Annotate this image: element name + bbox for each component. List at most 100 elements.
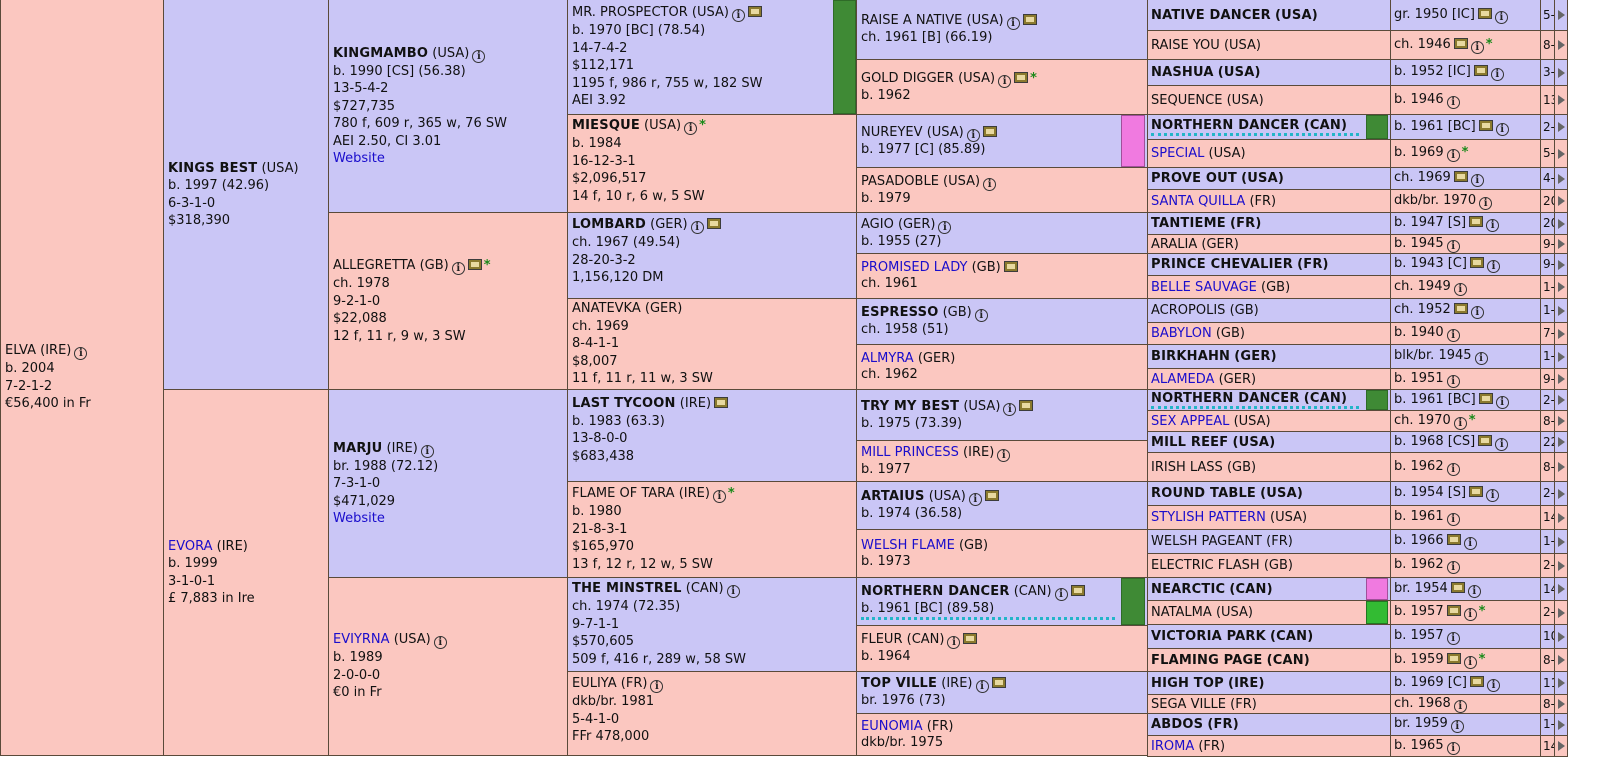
expand-arrow-icon[interactable]	[1554, 167, 1568, 190]
horse-name[interactable]: ARALIA	[1151, 236, 1198, 252]
info-icon[interactable]	[1453, 416, 1467, 430]
info-icon[interactable]	[1486, 260, 1500, 273]
dam-name[interactable]: EVORA	[168, 538, 213, 554]
expand-arrow-icon[interactable]	[1554, 298, 1568, 323]
info-icon[interactable]	[1470, 174, 1484, 187]
info-icon[interactable]	[975, 680, 989, 693]
photo-icon[interactable]	[1446, 534, 1461, 545]
info-icon[interactable]	[1495, 395, 1509, 409]
expand-arrow-icon[interactable]	[1554, 577, 1568, 601]
expand-arrow-icon[interactable]	[1554, 368, 1568, 390]
photo-icon[interactable]	[1453, 303, 1468, 314]
horse-name[interactable]: PROMISED LADY	[861, 260, 968, 275]
horse-name[interactable]: EVIYRNA	[333, 632, 390, 648]
horse-name[interactable]: TRY MY BEST	[861, 398, 960, 414]
info-icon[interactable]	[731, 9, 745, 22]
info-icon[interactable]	[1446, 741, 1460, 755]
info-icon[interactable]	[1486, 489, 1500, 502]
info-icon[interactable]	[1446, 149, 1460, 162]
photo-icon[interactable]	[1014, 71, 1029, 83]
expand-arrow-icon[interactable]	[1554, 59, 1568, 86]
horse-name[interactable]: ACROPOLIS	[1151, 303, 1226, 318]
info-icon[interactable]	[1054, 587, 1068, 601]
info-icon[interactable]	[650, 680, 664, 693]
horse-name[interactable]: WELSH FLAME	[861, 537, 955, 553]
horse-name[interactable]: ALLEGRETTA	[333, 258, 416, 273]
expand-arrow-icon[interactable]	[1554, 713, 1568, 736]
horse-name[interactable]: TOP VILLE	[861, 676, 938, 691]
photo-icon[interactable]	[706, 218, 721, 229]
info-icon[interactable]	[712, 490, 726, 503]
info-icon[interactable]	[1446, 239, 1460, 253]
horse-name[interactable]: FLEUR	[861, 632, 903, 647]
photo-icon[interactable]	[1003, 261, 1018, 272]
horse-name[interactable]: FLAME OF TARA	[572, 486, 675, 501]
horse-name[interactable]: NORTHERN DANCER	[1151, 118, 1300, 133]
horse-name[interactable]: ESPRESSO	[861, 305, 939, 320]
expand-arrow-icon[interactable]	[1554, 505, 1568, 530]
info-icon[interactable]	[1495, 122, 1509, 136]
expand-arrow-icon[interactable]	[1554, 30, 1568, 60]
horse-name[interactable]: SANTA QUILLA	[1151, 193, 1246, 209]
photo-icon[interactable]	[1070, 584, 1085, 596]
info-icon[interactable]	[1479, 196, 1493, 210]
photo-icon[interactable]	[963, 633, 978, 644]
photo-icon[interactable]	[1446, 652, 1461, 664]
info-icon[interactable]	[1494, 10, 1508, 24]
expand-arrow-icon[interactable]	[1554, 648, 1568, 672]
expand-arrow-icon[interactable]	[1554, 85, 1568, 115]
expand-arrow-icon[interactable]	[1554, 344, 1568, 369]
info-icon[interactable]	[1495, 437, 1509, 451]
info-icon[interactable]	[1446, 329, 1460, 342]
horse-name[interactable]: ANATEVKA	[572, 301, 641, 316]
info-icon[interactable]	[1446, 561, 1460, 574]
horse-name[interactable]: NEARCTIC	[1151, 581, 1226, 597]
photo-icon[interactable]	[467, 259, 482, 270]
horse-name[interactable]: NORTHERN DANCER	[861, 583, 1010, 599]
expand-arrow-icon[interactable]	[1554, 189, 1568, 213]
photo-icon[interactable]	[991, 677, 1006, 688]
horse-name[interactable]: TANTIEME	[1151, 216, 1226, 231]
expand-arrow-icon[interactable]	[1554, 624, 1568, 649]
horse-name[interactable]: BIRKHAHN	[1151, 349, 1231, 364]
expand-arrow-icon[interactable]	[1554, 234, 1568, 254]
info-icon[interactable]	[983, 177, 997, 191]
horse-name[interactable]: EUNOMIA	[861, 718, 923, 734]
info-icon[interactable]	[690, 221, 704, 234]
expand-arrow-icon[interactable]	[1554, 481, 1568, 506]
photo-icon[interactable]	[747, 6, 762, 17]
horse-name[interactable]: PASADOBLE	[861, 173, 939, 189]
horse-name[interactable]: SPECIAL	[1151, 146, 1205, 161]
horse-name[interactable]: NORTHERN DANCER	[1151, 391, 1300, 406]
horse-name[interactable]: VICTORIA PARK	[1151, 629, 1266, 644]
horse-name[interactable]: RAISE A NATIVE	[861, 13, 963, 28]
horse-name[interactable]: LOMBARD	[572, 217, 646, 232]
horse-name[interactable]: SEGA VILLE	[1151, 696, 1226, 712]
info-icon[interactable]	[968, 493, 982, 506]
info-icon[interactable]	[966, 128, 980, 142]
info-icon[interactable]	[1003, 402, 1017, 416]
info-icon[interactable]	[726, 585, 740, 598]
expand-arrow-icon[interactable]	[1554, 735, 1568, 757]
expand-arrow-icon[interactable]	[1554, 275, 1568, 299]
horse-name[interactable]: MIESQUE	[572, 118, 640, 133]
horse-name[interactable]: STYLISH PATTERN	[1151, 510, 1266, 525]
info-icon[interactable]	[938, 220, 952, 234]
info-icon[interactable]	[1463, 608, 1477, 621]
horse-name[interactable]: IROMA	[1151, 738, 1195, 754]
info-icon[interactable]	[1490, 68, 1504, 81]
expand-arrow-icon[interactable]	[1554, 114, 1568, 140]
info-icon[interactable]	[420, 444, 434, 458]
photo-icon[interactable]	[1019, 399, 1034, 411]
horse-name[interactable]: MILL REEF	[1151, 434, 1229, 450]
info-icon[interactable]	[998, 74, 1012, 88]
expand-arrow-icon[interactable]	[1554, 253, 1568, 276]
horse-name[interactable]: ELECTRIC FLASH	[1151, 558, 1260, 573]
photo-icon[interactable]	[1453, 37, 1468, 49]
info-icon[interactable]	[1470, 40, 1484, 54]
info-icon[interactable]	[1486, 678, 1500, 692]
info-icon[interactable]	[451, 262, 465, 275]
horse-name[interactable]: BABYLON	[1151, 326, 1212, 341]
photo-icon[interactable]	[1446, 605, 1461, 616]
horse-name[interactable]: AGIO	[861, 216, 894, 232]
